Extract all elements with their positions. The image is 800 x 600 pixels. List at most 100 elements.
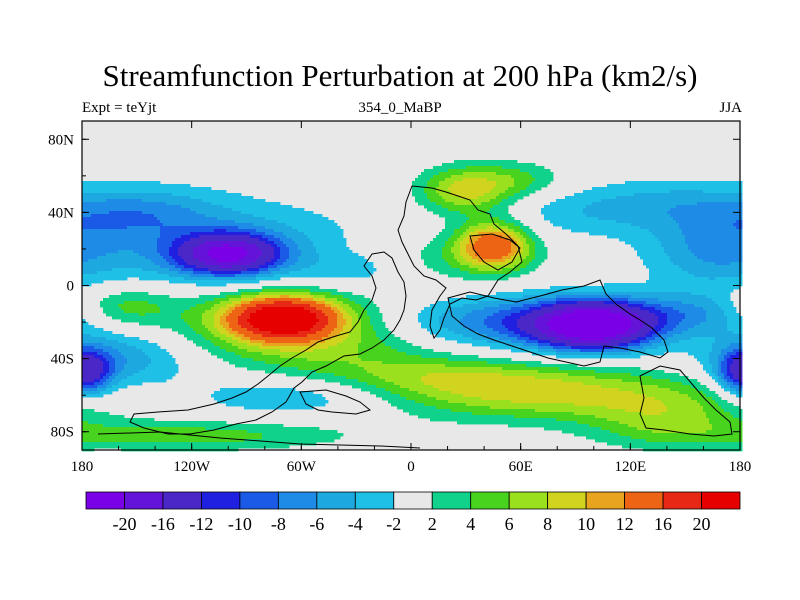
field-cell (115, 235, 119, 239)
field-cell (118, 307, 122, 311)
field-cell (88, 331, 92, 335)
field-cell (217, 301, 221, 305)
field-cell (283, 229, 287, 233)
field-cell (283, 205, 287, 209)
field-cell (214, 430, 218, 434)
field-cell (94, 430, 98, 434)
field-cell (169, 421, 173, 425)
field-cell (247, 316, 251, 320)
field-cell (160, 241, 164, 245)
field-cell (115, 343, 119, 347)
field-cell (124, 211, 128, 215)
field-cell (121, 229, 125, 233)
field-cell (211, 256, 215, 260)
field-cell (166, 262, 170, 266)
field-cell (220, 298, 224, 302)
field-cell (199, 442, 203, 446)
field-cell (274, 361, 278, 365)
field-cell (250, 433, 254, 437)
field-cell (223, 262, 227, 266)
field-cell (154, 268, 158, 272)
field-cell (226, 271, 230, 275)
field-cell (244, 397, 248, 401)
field-cell (160, 298, 164, 302)
field-cell (154, 259, 158, 263)
field-cell (166, 211, 170, 215)
field-cell (178, 202, 182, 206)
field-cell (265, 388, 269, 392)
field-cell (82, 229, 86, 233)
field-cell (136, 235, 140, 239)
field-cell (172, 193, 176, 197)
field-cell (157, 436, 161, 440)
field-cell (133, 361, 137, 365)
field-cell (88, 190, 92, 194)
field-cell (256, 361, 260, 365)
field-cell (217, 235, 221, 239)
field-cell (133, 259, 137, 263)
field-cell (157, 187, 161, 191)
field-cell (94, 196, 98, 200)
field-cell (124, 193, 128, 197)
field-cell (238, 310, 242, 314)
field-cell (109, 310, 113, 314)
field-cell (208, 307, 212, 311)
field-cell (280, 424, 284, 428)
field-cell (214, 283, 218, 287)
field-cell (256, 394, 260, 398)
field-cell (196, 262, 200, 266)
field-cell (217, 226, 221, 230)
field-cell (268, 277, 272, 281)
field-cell (283, 226, 287, 230)
field-cell (247, 319, 251, 323)
field-cell (151, 364, 155, 368)
field-cell (130, 442, 134, 446)
field-cell (124, 226, 128, 230)
field-cell (265, 445, 269, 449)
field-cell (163, 427, 167, 431)
field-cell (217, 247, 221, 251)
field-cell (301, 262, 305, 266)
field-cell (268, 241, 272, 245)
field-cell (232, 424, 236, 428)
field-cell (196, 214, 200, 218)
field-cell (184, 256, 188, 260)
field-cell (226, 256, 230, 260)
field-cell (112, 361, 116, 365)
field-cell (244, 328, 248, 332)
field-cell (208, 343, 212, 347)
field-cell (223, 253, 227, 257)
field-cell (259, 253, 263, 257)
field-cell (298, 271, 302, 275)
field-cell (112, 295, 116, 299)
field-cell (184, 226, 188, 230)
field-cell (97, 394, 101, 398)
field-cell (265, 331, 269, 335)
field-cell (103, 349, 107, 353)
field-cell (265, 343, 269, 347)
field-cell (256, 298, 260, 302)
field-cell (286, 394, 290, 398)
field-cell (133, 352, 137, 356)
field-cell (211, 322, 215, 326)
field-cell (262, 391, 266, 395)
field-cell (244, 331, 248, 335)
field-cell (199, 214, 203, 218)
field-cell (88, 283, 92, 287)
field-cell (238, 319, 242, 323)
field-cell (154, 364, 158, 368)
field-cell (136, 373, 140, 377)
field-cell (271, 400, 275, 404)
field-cell (241, 355, 245, 359)
field-cell (274, 334, 278, 338)
field-cell (97, 391, 101, 395)
field-cell (202, 346, 206, 350)
field-cell (85, 205, 89, 209)
field-cell (118, 298, 122, 302)
field-cell (154, 217, 158, 221)
field-cell (109, 241, 113, 245)
field-cell (298, 259, 302, 263)
field-cell (178, 265, 182, 269)
field-cell (190, 304, 194, 308)
field-cell (202, 223, 206, 227)
